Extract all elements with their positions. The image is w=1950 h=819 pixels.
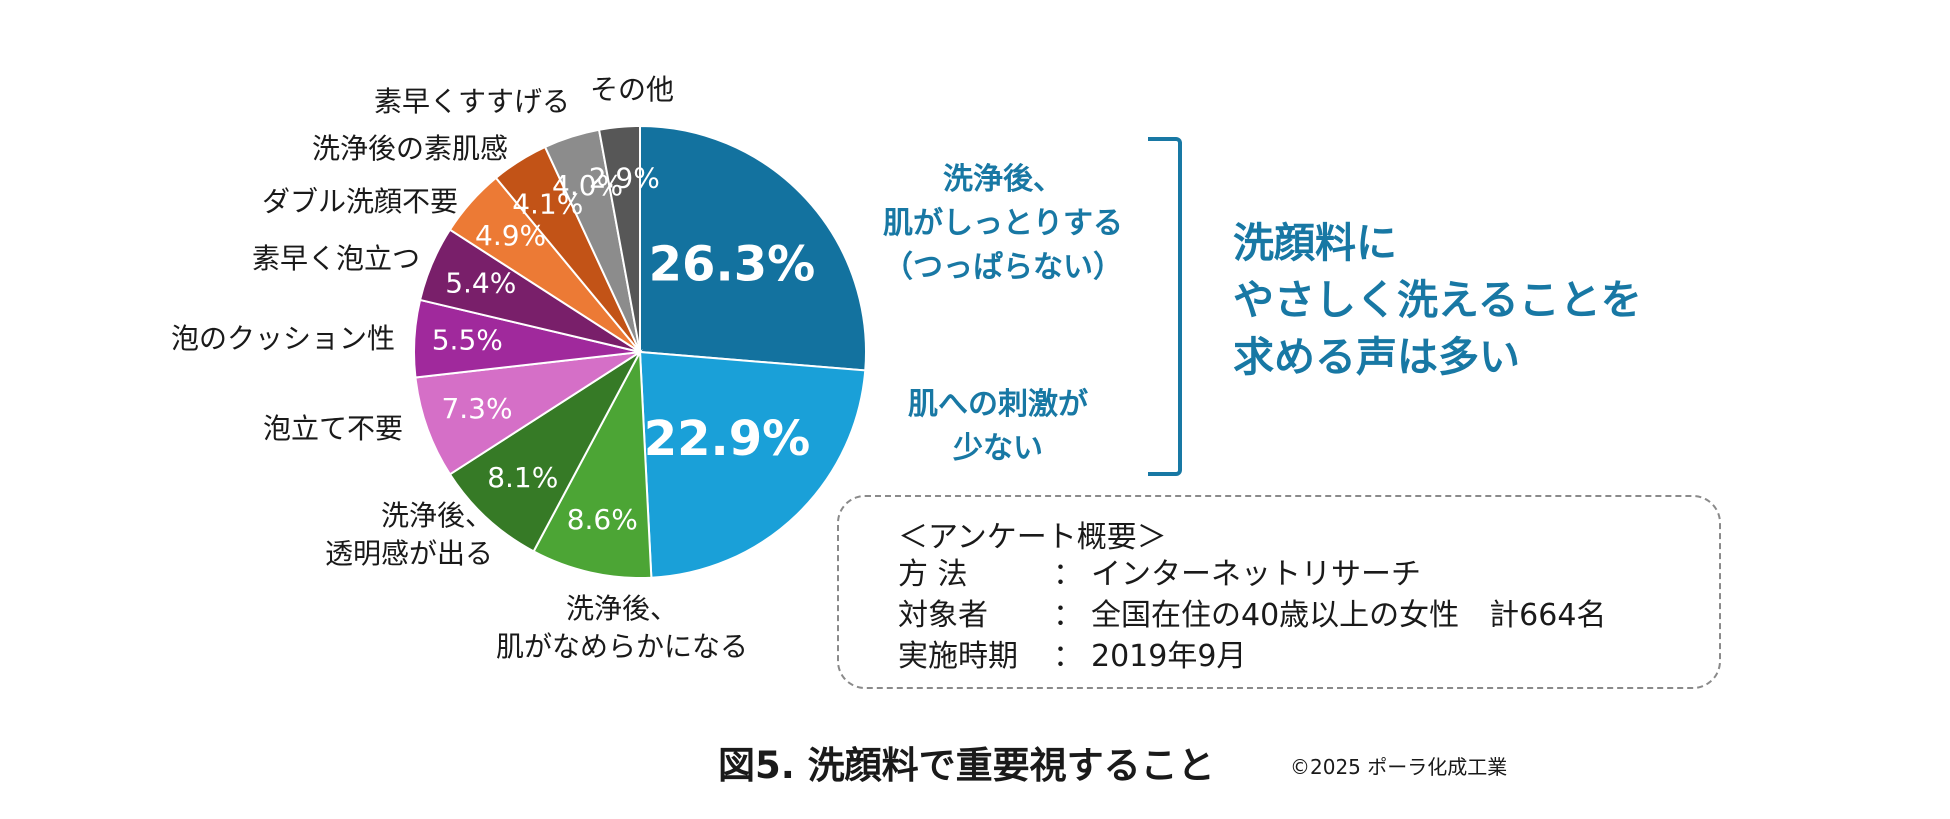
- slice-value-label: 8.6%: [567, 503, 638, 536]
- highlight-moisture-line-2: 肌がしっとりする: [883, 206, 1123, 241]
- category-label-その他: その他: [590, 73, 674, 106]
- highlight-low-irritation-line-2: 少ない: [953, 431, 1043, 466]
- pie-slice-3: [532, 348, 653, 579]
- conclusion-text: 洗顔料に やさしく洗えることを 求める声は多い: [1233, 215, 1642, 386]
- survey-colon: ：: [1053, 557, 1083, 592]
- survey-value: インターネットリサーチ: [1091, 557, 1421, 592]
- pie-value-labels: 26.3% 22.9% 8.6% 8.1% 7.3% 5.5% 5.4% 4.9%4.1%4.…: [432, 162, 815, 536]
- survey-colon: ：: [1053, 639, 1083, 674]
- pie-slices: [413, 124, 867, 579]
- figure-title: 図5. 洗顔料で重要視すること: [718, 744, 1215, 787]
- category-label-洗浄後透明感が出る: 洗浄後、透明感が出る: [325, 499, 493, 570]
- highlight-moisture: 洗浄後、 肌がしっとりする （つっぱらない）: [868, 158, 1138, 290]
- slice-value-label: 7.3%: [441, 392, 512, 425]
- highlight-low-irritation-line-1: 肌への刺激が: [908, 387, 1088, 422]
- highlight-moisture-line-3: （つっぱらない）: [883, 250, 1123, 285]
- survey-key: 方 法: [898, 557, 968, 592]
- highlight-low-irritation: 肌への刺激が 少ない: [868, 383, 1128, 471]
- survey-summary-box: [837, 495, 1721, 689]
- slice-value-label: 2.9%: [589, 162, 660, 195]
- grouping-bracket: [1148, 137, 1182, 476]
- pie-slice-2: [638, 350, 867, 579]
- slice-value-label: 5.4%: [445, 266, 516, 299]
- pie-slice-1: [639, 124, 867, 372]
- category-label-洗浄後肌がなめらかになる: 洗浄後、肌がなめらかになる: [496, 592, 748, 663]
- survey-colon: ：: [1053, 598, 1083, 633]
- category-label-泡立て不要: 泡立て不要: [263, 412, 403, 445]
- conclusion-line-1: 洗顔料に: [1233, 219, 1397, 267]
- pie-slice-4: [448, 349, 643, 553]
- category-label-素早く泡立つ: 素早く泡立つ: [252, 242, 420, 275]
- slice-value-label: 8.1%: [487, 461, 558, 494]
- slice-value-label: 4.9%: [475, 219, 546, 252]
- category-label-ダブル洗顔不要: ダブル洗顔不要: [262, 185, 458, 218]
- conclusion-line-2: やさしく洗えることを: [1233, 276, 1642, 324]
- slice-value-label: 5.5%: [432, 324, 503, 357]
- conclusion-line-3: 求める声は多い: [1233, 333, 1520, 381]
- copyright: ©2025 ポーラ化成工業: [1290, 755, 1508, 779]
- slice-value-label: 22.9%: [644, 411, 811, 467]
- category-label-素早くすすげる: 素早くすすげる: [374, 85, 570, 118]
- survey-value: 2019年9月: [1091, 639, 1247, 674]
- survey-title: ＜アンケート概要＞: [898, 520, 1167, 555]
- pie-slice-5: [414, 351, 641, 476]
- pie-slice-11: [597, 124, 641, 353]
- slice-value-label: 26.3%: [649, 236, 816, 292]
- category-label-洗浄後の素肌感: 洗浄後の素肌感: [312, 132, 508, 165]
- slice-value-label: 4.0%: [552, 169, 623, 202]
- slice-value-label: 4.1%: [512, 188, 583, 221]
- highlight-moisture-line-1: 洗浄後、: [943, 162, 1063, 197]
- survey-value: 全国在住の40歳以上の女性 計664名: [1091, 598, 1607, 633]
- category-label-泡のクッション性: 泡のクッション性: [171, 322, 395, 355]
- survey-key: 実施時期: [898, 639, 1018, 674]
- survey-key: 対象者: [898, 598, 988, 633]
